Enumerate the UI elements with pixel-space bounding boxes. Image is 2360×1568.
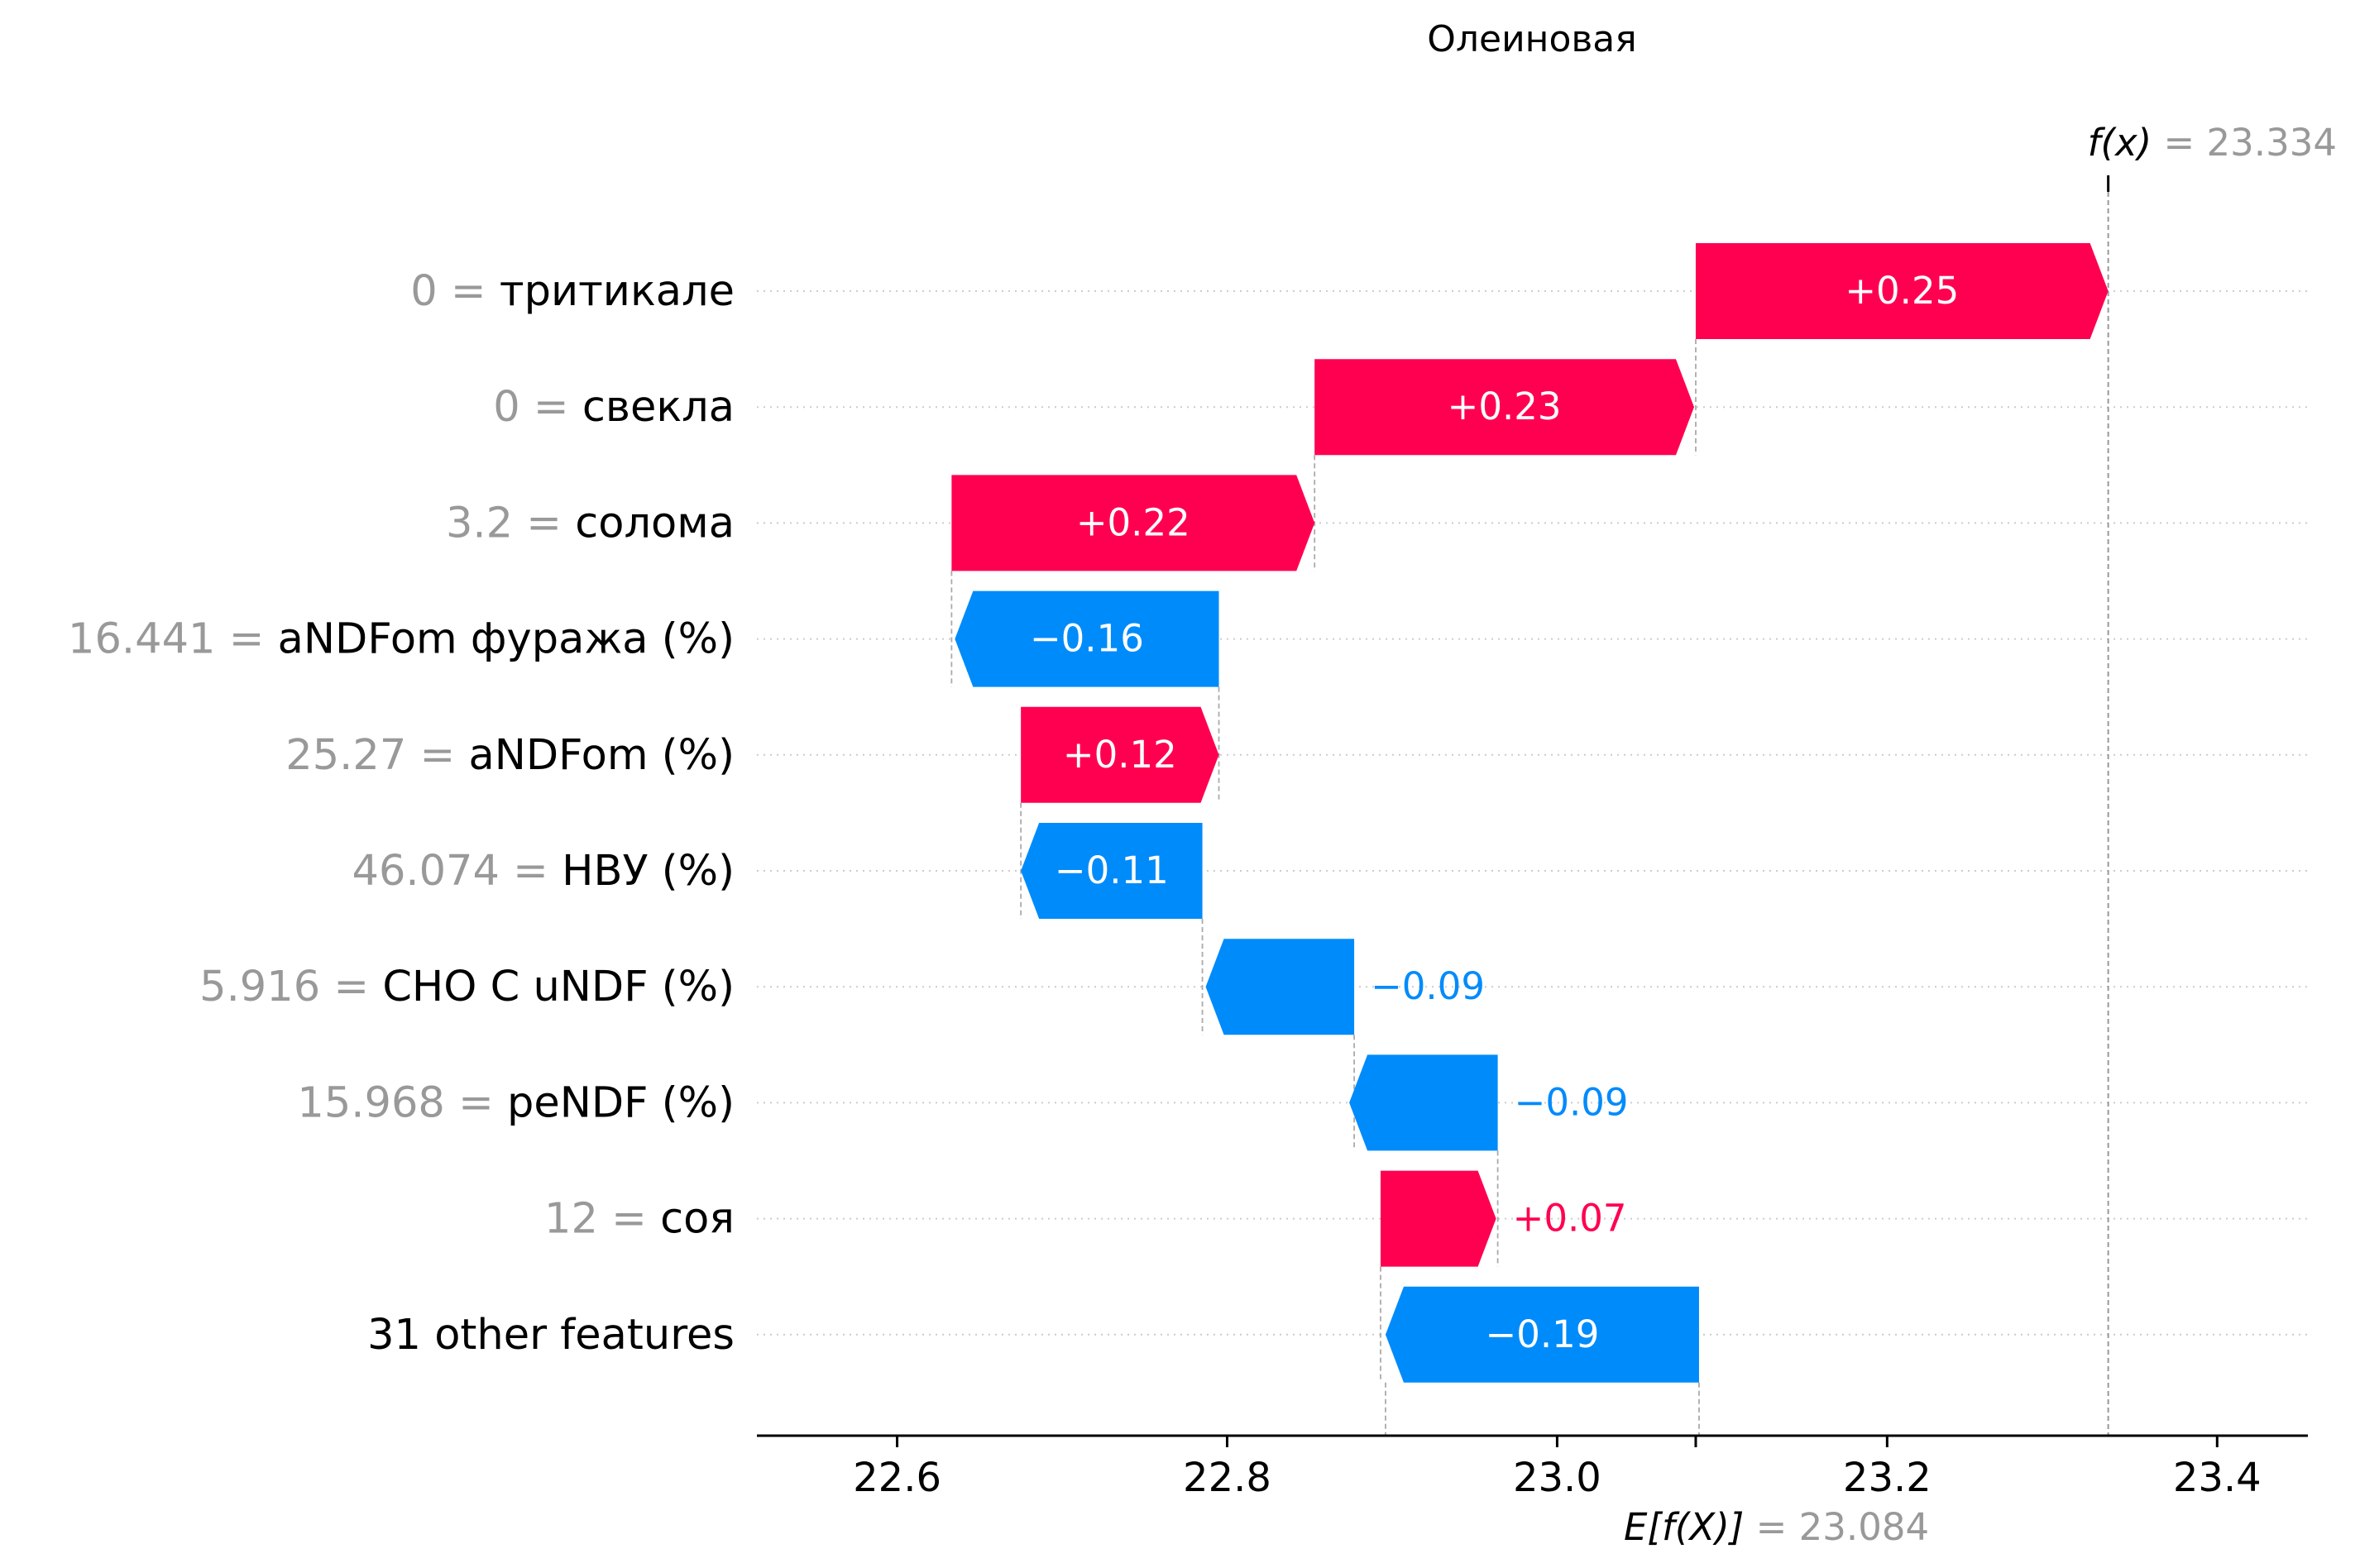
x-tick-label: 23.4 (2173, 1455, 2262, 1501)
bar-negative (955, 590, 1219, 687)
output-label: f(x) (2088, 121, 2152, 165)
bar-positive (1314, 359, 1694, 456)
bar-value-label: +0.07 (1513, 1197, 1627, 1241)
base-value-annotation: E[f(X)] = 23.084 (1624, 1505, 1929, 1549)
x-tick-label: 23.0 (1513, 1455, 1601, 1501)
bars: +0.25 +0.23 +0.22 −0.16 +0.12 −0.11 −0.09 −0.09… (951, 243, 2109, 1383)
svg-text:E[f(X)] = 23.084: E[f(X)] = 23.084 (1624, 1505, 1929, 1549)
bar-value-label: +0.25 (1845, 269, 1959, 313)
bar-negative (1385, 1286, 1699, 1383)
svg-text:f(x) = 23.334: f(x) = 23.334 (2088, 121, 2337, 165)
feature-value: 46.074 = (352, 847, 562, 896)
feature-label: 25.27 = aNDFom (%) (285, 731, 735, 780)
feature-label: 5.916 = СНО С uNDF (%) (199, 963, 735, 1011)
output-value: 23.334 (2207, 121, 2337, 165)
feature-value: 0 = (493, 383, 582, 432)
bar-value-label: −0.09 (1515, 1080, 1629, 1124)
feature-name: СНО С uNDF (%) (382, 963, 735, 1011)
feature-value: 16.441 = (68, 615, 278, 664)
feature-label: 46.074 = НВУ (%) (352, 847, 735, 896)
bar-value-label: −0.16 (1030, 617, 1144, 661)
bar-negative (1349, 1054, 1498, 1151)
bar-positive (1021, 706, 1219, 803)
base-value: 23.084 (1799, 1505, 1929, 1549)
x-tick-label: 22.6 (853, 1455, 941, 1501)
feature-label: 12 = соя (544, 1195, 735, 1244)
feature-label: 3.2 = солома (446, 499, 735, 547)
bar-positive (1380, 1170, 1496, 1267)
bar-positive (1695, 243, 2109, 339)
feature-label: 15.968 = peNDF (%) (297, 1078, 735, 1127)
x-axis: 22.6 22.8 23.0 23.2 23.4 (757, 175, 2308, 1501)
feature-name: солома (575, 499, 735, 547)
feature-value: 15.968 = (297, 1078, 507, 1127)
feature-name: aNDFom фуража (%) (278, 615, 735, 664)
feature-label: 0 = тритикале (410, 267, 735, 316)
bar-value-label: −0.11 (1055, 849, 1169, 892)
feature-name: aNDFom (%) (468, 731, 735, 780)
base-label: E[f(X)] (1624, 1505, 1744, 1549)
feature-name: 31 other features (367, 1311, 735, 1360)
x-tick-label: 23.2 (1843, 1455, 1932, 1501)
feature-value: 12 = (544, 1195, 660, 1244)
bar-value-label: +0.12 (1063, 733, 1177, 777)
bar-negative (1205, 939, 1355, 1035)
feature-value: 0 = (410, 267, 500, 316)
feature-name: peNDF (%) (507, 1078, 735, 1127)
bar-value-label: −0.19 (1486, 1312, 1600, 1356)
feature-label: 31 other features (367, 1311, 735, 1360)
bar-negative (1021, 823, 1203, 919)
feature-label: 0 = свекла (493, 383, 735, 432)
feature-name: НВУ (%) (562, 847, 735, 896)
connector-lines (950, 192, 2109, 1436)
feature-value: 25.27 = (285, 731, 468, 780)
feature-name: соя (660, 1195, 735, 1244)
x-tick-label: 22.8 (1183, 1455, 1271, 1501)
output-value-annotation: f(x) = 23.334 (2088, 121, 2337, 165)
bar-value-label: +0.23 (1448, 385, 1562, 428)
feature-label: 16.441 = aNDFom фуража (%) (68, 615, 735, 664)
chart-title: Олеиновая (1427, 18, 1636, 60)
feature-value: 5.916 = (199, 963, 382, 1011)
bar-positive (951, 475, 1315, 571)
bar-value-label: −0.09 (1371, 964, 1485, 1008)
feature-name: тритикале (500, 267, 735, 316)
feature-name: свекла (582, 383, 735, 432)
feature-value: 3.2 = (446, 499, 575, 547)
bar-value-label: +0.22 (1076, 500, 1190, 544)
